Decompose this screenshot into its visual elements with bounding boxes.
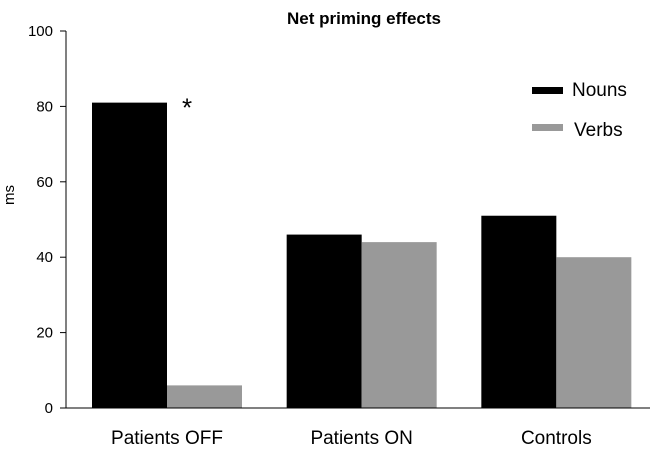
legend-swatch-verbs [532,124,563,131]
bar-verbs-controls [556,257,632,408]
significance-marker: * [182,93,192,123]
y-tick-label: 40 [36,249,53,266]
x-tick-label: Controls [521,428,592,449]
annotations: * [182,93,192,123]
y-tick-label: 60 [36,174,53,191]
x-axis: Patients OFF Patients ON Controls [66,407,650,449]
legend: Nouns Verbs [532,80,627,141]
y-axis: 0 20 40 60 80 100 [28,23,67,417]
chart-title: Net priming effects [287,9,441,28]
legend-label-verbs: Verbs [574,120,623,141]
bar-nouns-controls [481,215,557,408]
legend-swatch-nouns [532,87,563,94]
bar-nouns-patients-off [92,102,167,408]
bar-verbs-patients-on [361,242,437,408]
bar-nouns-patients-on [286,234,362,408]
x-tick-label: Patients OFF [111,428,223,449]
bars [92,102,632,408]
y-axis-label: ms [1,185,18,205]
y-tick-label: 20 [36,325,53,342]
y-tick-label: 80 [36,98,53,115]
y-tick-label: 100 [28,23,53,40]
x-tick-label: Patients ON [310,428,412,449]
bar-verbs-patients-off [167,385,242,408]
y-tick-label: 0 [45,400,53,417]
legend-label-nouns: Nouns [572,80,627,101]
